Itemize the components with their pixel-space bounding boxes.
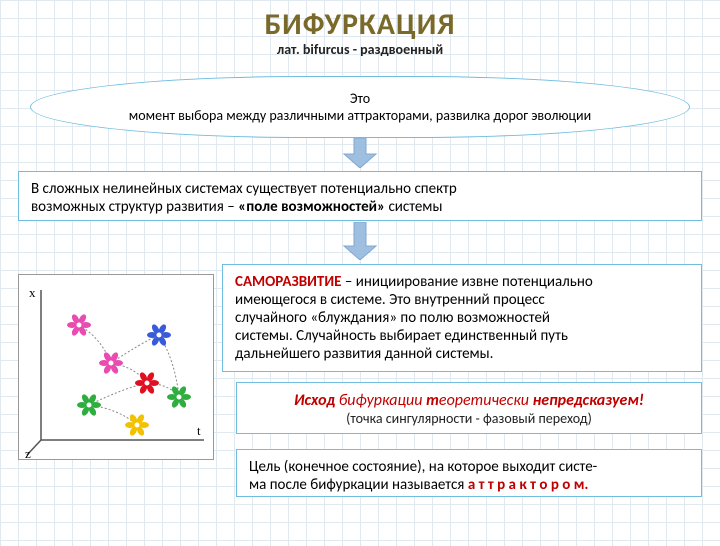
box3-mid: бифуркации [335,391,426,410]
svg-text:t: t [197,423,201,438]
box3-main: Исход бифуркации теоретически непредсказ… [249,391,689,410]
box1-l2b: «поле возможностей» [238,198,385,216]
box2-l1: САМОРАЗВИТИЕ – инициирование извне потен… [235,273,689,291]
svg-text:x: x [29,285,36,300]
definition-oval: Это момент выбора между различными аттра… [30,76,690,138]
box3-s1: Исход [294,391,335,410]
box3-s3: непредсказуем! [533,391,644,410]
svg-text:z: z [25,446,31,460]
box3-rest: еоретически [439,391,533,410]
box3-sub: (точка сингулярности - фазовый переход) [249,410,689,427]
attractor-word: а т т р а к т о р о м. [468,476,589,494]
box2-l5: дальнейшего развития данной системы. [235,345,689,363]
phase-diagram-svg: x t z [19,275,214,460]
oval-line1: Это [129,90,591,107]
etymology-subtitle: лат. bifurcus - раздвоенный [0,41,720,58]
oval-line2: момент выбора между различными аттрактор… [129,107,591,124]
self-development-box: САМОРАЗВИТИЕ – инициирование извне потен… [222,264,702,372]
attractor-box: Цель (конечное состояние), на которое вы… [236,449,702,497]
box1-l2a: возможных структур развития – [31,198,238,216]
box2-rest1: – инициирование извне потенциально [341,273,592,291]
arrow-1 [340,138,380,168]
arrow-2 [340,222,380,260]
box2-l2: имеющегося в системе. Это внутренний про… [235,291,689,309]
box4-l2a: ма после бифуркации называется [249,476,468,494]
possibilities-box: В сложных нелинейных системах существует… [18,171,702,221]
box2-strong: САМОРАЗВИТИЕ [235,273,341,291]
box4-l2: ма после бифуркации называется а т т р а… [249,476,689,494]
box2-l4: системы. Случайность выбирает единственн… [235,327,689,345]
box1-l2c: системы [385,198,442,216]
phase-diagram: x t z [18,274,214,460]
box1-line2: возможных структур развития – «поле возм… [31,198,689,216]
box4-l1: Цель (конечное состояние), на которое вы… [249,458,689,476]
box2-l3: случайного «блуждания» по полю возможнос… [235,309,689,327]
box3-s2: т [426,391,439,410]
box1-line1: В сложных нелинейных системах существует… [31,180,689,198]
page-title: БИФУРКАЦИЯ [0,6,720,43]
outcome-box: Исход бифуркации теоретически непредсказ… [236,382,702,434]
